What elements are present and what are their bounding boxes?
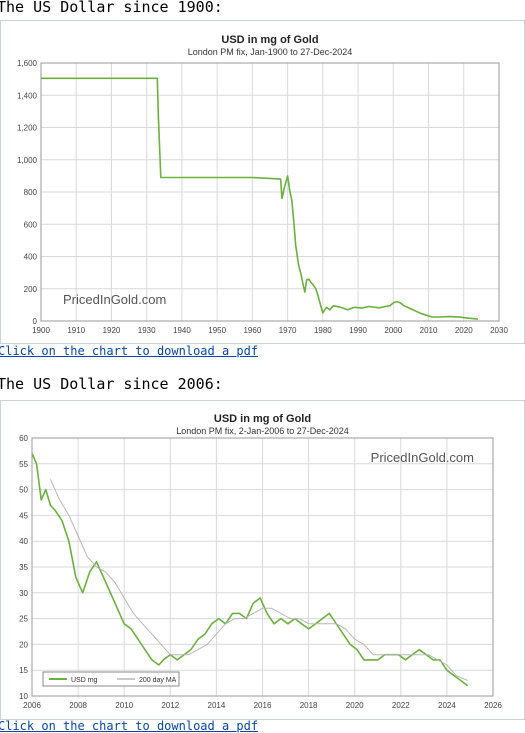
x-tick-label: 2018 — [300, 701, 318, 710]
y-tick-label: 20 — [19, 640, 28, 649]
x-tick-label: 1910 — [67, 326, 85, 335]
x-tick-label: 2014 — [208, 701, 226, 710]
grid-lines — [40, 62, 500, 322]
x-tick-label: 1960 — [243, 326, 261, 335]
x-tick-label: 1930 — [138, 326, 156, 335]
y-tick-label: 40 — [19, 537, 28, 546]
x-tick-label: 2026 — [484, 701, 502, 710]
legend-label-usd: USD mg — [71, 677, 98, 684]
y-tick-label: 800 — [24, 188, 38, 197]
x-tick-label: 2030 — [490, 326, 508, 335]
chart-2006-container[interactable]: USD in mg of Gold London PM fix, 2-Jan-20… — [0, 400, 525, 720]
chart-subtitle: London PM fix, 2-Jan-2006 to 27-Dec-2024 — [176, 426, 349, 436]
section-heading-1900: The US Dollar since 1900: — [0, 0, 223, 16]
download-pdf-link-2006[interactable]: Click on the chart to download a pdf — [0, 719, 259, 733]
x-tick-label: 2010 — [115, 701, 133, 710]
legend-box — [42, 671, 180, 687]
x-tick-label: 2020 — [455, 326, 473, 335]
y-tick-label: 600 — [24, 220, 38, 229]
y-tick-label: 35 — [19, 563, 28, 572]
x-tick-label: 2024 — [438, 701, 456, 710]
x-tick-label: 2016 — [254, 701, 272, 710]
y-tick-label: 30 — [19, 589, 28, 598]
chart-title: USD in mg of Gold — [214, 413, 311, 425]
series-line — [41, 77, 478, 320]
series-line — [31, 453, 469, 687]
y-tick-label: 1,600 — [17, 59, 38, 68]
y-tick-label: 1,000 — [17, 156, 38, 165]
y-tick-label: 55 — [19, 460, 28, 469]
x-tick-label: 2010 — [420, 326, 438, 335]
x-tick-label: 2006 — [23, 701, 41, 710]
plot-frame — [40, 62, 500, 322]
watermark-logo: PricedInGold.com — [63, 292, 166, 307]
y-tick-label: 400 — [24, 253, 38, 262]
y-tick-label: 45 — [19, 511, 28, 520]
legend-label-ma: 200 day MA — [139, 677, 177, 684]
x-tick-label: 2022 — [392, 701, 410, 710]
section-heading-2006: The US Dollar since 2006: — [0, 375, 223, 393]
watermark-logo: PricedInGold.com — [371, 450, 474, 465]
x-tick-label: 1920 — [103, 326, 121, 335]
y-tick-label: 50 — [19, 486, 28, 495]
x-tick-label: 1990 — [349, 326, 367, 335]
x-tick-label: 1970 — [279, 326, 297, 335]
y-tick-label: 1,200 — [17, 124, 38, 133]
chart-legend: USD mg 200 day MA — [42, 671, 180, 687]
chart-subtitle: London PM fix, Jan-1900 to 27-Dec-2024 — [188, 47, 353, 57]
chart-1900-container[interactable]: USD in mg of Gold London PM fix, Jan-1900… — [0, 20, 525, 344]
y-tick-label: 10 — [19, 692, 28, 701]
y-tick-label: 1,400 — [17, 91, 38, 100]
grid-lines — [31, 437, 494, 697]
x-tick-label: 2008 — [69, 701, 87, 710]
x-tick-label: 1950 — [208, 326, 226, 335]
x-tick-label: 1900 — [32, 326, 50, 335]
x-tick-label: 2020 — [346, 701, 364, 710]
download-pdf-link-1900[interactable]: Click on the chart to download a pdf — [0, 344, 259, 358]
y-tick-label: 200 — [24, 285, 38, 294]
x-tick-label: 1940 — [173, 326, 191, 335]
y-tick-label: 15 — [19, 666, 28, 675]
x-tick-label: 2000 — [384, 326, 402, 335]
y-tick-label: 0 — [33, 317, 38, 326]
x-tick-label: 1980 — [314, 326, 332, 335]
x-tick-label: 2012 — [161, 701, 179, 710]
y-tick-label: 60 — [19, 434, 28, 443]
plot-frame — [31, 437, 494, 697]
chart-title: USD in mg of Gold — [221, 34, 318, 46]
y-tick-label: 25 — [19, 615, 28, 624]
moving-average-line — [49, 479, 468, 681]
